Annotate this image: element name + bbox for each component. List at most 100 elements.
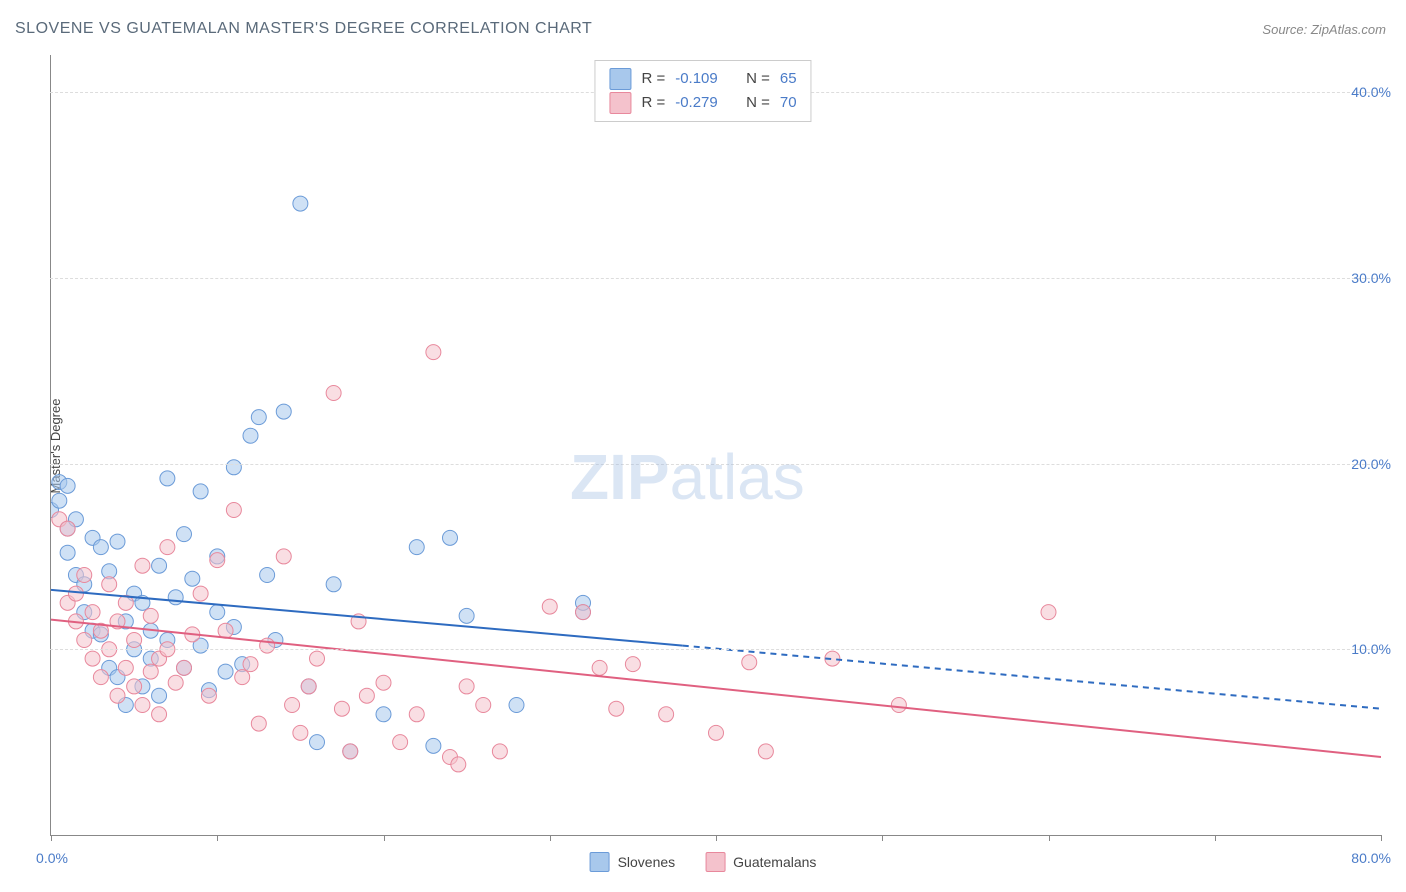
- scatter-point: [93, 670, 108, 685]
- scatter-point: [201, 688, 216, 703]
- source-name: ZipAtlas.com: [1311, 22, 1386, 37]
- scatter-point: [251, 716, 266, 731]
- y-tick-label: 20.0%: [1351, 456, 1391, 472]
- scatter-point: [152, 558, 167, 573]
- scatter-point: [218, 623, 233, 638]
- scatter-point: [376, 707, 391, 722]
- n-label-0: N =: [746, 67, 770, 91]
- swatch-guatemalans: [609, 92, 631, 114]
- scatter-point: [376, 675, 391, 690]
- scatter-point: [742, 655, 757, 670]
- scatter-point: [93, 540, 108, 555]
- scatter-point: [210, 553, 225, 568]
- x-tick: [550, 835, 551, 841]
- scatter-point: [193, 586, 208, 601]
- scatter-point: [68, 586, 83, 601]
- scatter-point: [243, 428, 258, 443]
- scatter-point: [310, 735, 325, 750]
- scatter-point: [359, 688, 374, 703]
- x-axis-min-label: 0.0%: [36, 850, 68, 866]
- scatter-point: [758, 744, 773, 759]
- scatter-point: [891, 698, 906, 713]
- scatter-point: [143, 664, 158, 679]
- scatter-point: [293, 725, 308, 740]
- legend-label-slovenes: Slovenes: [618, 854, 676, 870]
- scatter-point: [459, 608, 474, 623]
- r-label-1: R =: [641, 91, 665, 115]
- chart-plot-area: [50, 55, 1381, 836]
- scatter-point: [85, 651, 100, 666]
- scatter-point: [276, 549, 291, 564]
- scatter-point: [451, 757, 466, 772]
- scatter-point: [426, 738, 441, 753]
- x-axis-max-label: 80.0%: [1351, 850, 1391, 866]
- scatter-point: [476, 698, 491, 713]
- scatter-point: [110, 534, 125, 549]
- scatter-point: [260, 568, 275, 583]
- x-tick: [384, 835, 385, 841]
- scatter-point: [260, 638, 275, 653]
- scatter-point: [152, 707, 167, 722]
- n-label-1: N =: [746, 91, 770, 115]
- scatter-point: [659, 707, 674, 722]
- scatter-point: [443, 530, 458, 545]
- x-tick: [1049, 835, 1050, 841]
- scatter-point: [60, 521, 75, 536]
- scatter-point: [343, 744, 358, 759]
- scatter-point: [143, 608, 158, 623]
- scatter-point: [409, 540, 424, 555]
- scatter-point: [60, 545, 75, 560]
- scatter-point: [160, 540, 175, 555]
- r-label-0: R =: [641, 67, 665, 91]
- x-tick: [51, 835, 52, 841]
- scatter-point: [218, 664, 233, 679]
- scatter-point: [60, 478, 75, 493]
- scatter-point: [127, 679, 142, 694]
- scatter-point: [152, 688, 167, 703]
- x-tick: [1381, 835, 1382, 841]
- scatter-point: [168, 675, 183, 690]
- legend-item-guatemalans: Guatemalans: [705, 852, 816, 872]
- gridline: [50, 464, 1380, 465]
- source-attribution: Source: ZipAtlas.com: [1262, 22, 1386, 37]
- scatter-point: [251, 410, 266, 425]
- gridline: [50, 649, 1380, 650]
- scatter-point: [625, 657, 640, 672]
- scatter-point: [160, 471, 175, 486]
- scatter-point: [426, 345, 441, 360]
- scatter-point: [127, 633, 142, 648]
- scatter-point: [226, 503, 241, 518]
- scatter-point: [326, 386, 341, 401]
- source-label: Source:: [1262, 22, 1307, 37]
- scatter-point: [285, 698, 300, 713]
- scatter-point: [193, 484, 208, 499]
- swatch-guatemalans-bottom: [705, 852, 725, 872]
- scatter-point: [77, 633, 92, 648]
- chart-svg: [51, 55, 1381, 835]
- scatter-point: [326, 577, 341, 592]
- scatter-point: [409, 707, 424, 722]
- scatter-point: [85, 605, 100, 620]
- chart-title: SLOVENE VS GUATEMALAN MASTER'S DEGREE CO…: [15, 20, 592, 38]
- scatter-point: [52, 493, 67, 508]
- scatter-point: [1041, 605, 1056, 620]
- scatter-point: [393, 735, 408, 750]
- swatch-slovenes: [609, 68, 631, 90]
- swatch-slovenes-bottom: [590, 852, 610, 872]
- y-tick-label: 10.0%: [1351, 641, 1391, 657]
- y-tick-label: 40.0%: [1351, 84, 1391, 100]
- scatter-point: [135, 698, 150, 713]
- scatter-point: [177, 660, 192, 675]
- scatter-point: [301, 679, 316, 694]
- scatter-point: [592, 660, 607, 675]
- scatter-point: [210, 605, 225, 620]
- scatter-point: [709, 725, 724, 740]
- x-tick: [882, 835, 883, 841]
- trend-line-extrapolated: [683, 646, 1381, 709]
- scatter-point: [310, 651, 325, 666]
- scatter-point: [459, 679, 474, 694]
- scatter-point: [226, 460, 241, 475]
- scatter-point: [118, 660, 133, 675]
- scatter-point: [509, 698, 524, 713]
- legend-label-guatemalans: Guatemalans: [733, 854, 816, 870]
